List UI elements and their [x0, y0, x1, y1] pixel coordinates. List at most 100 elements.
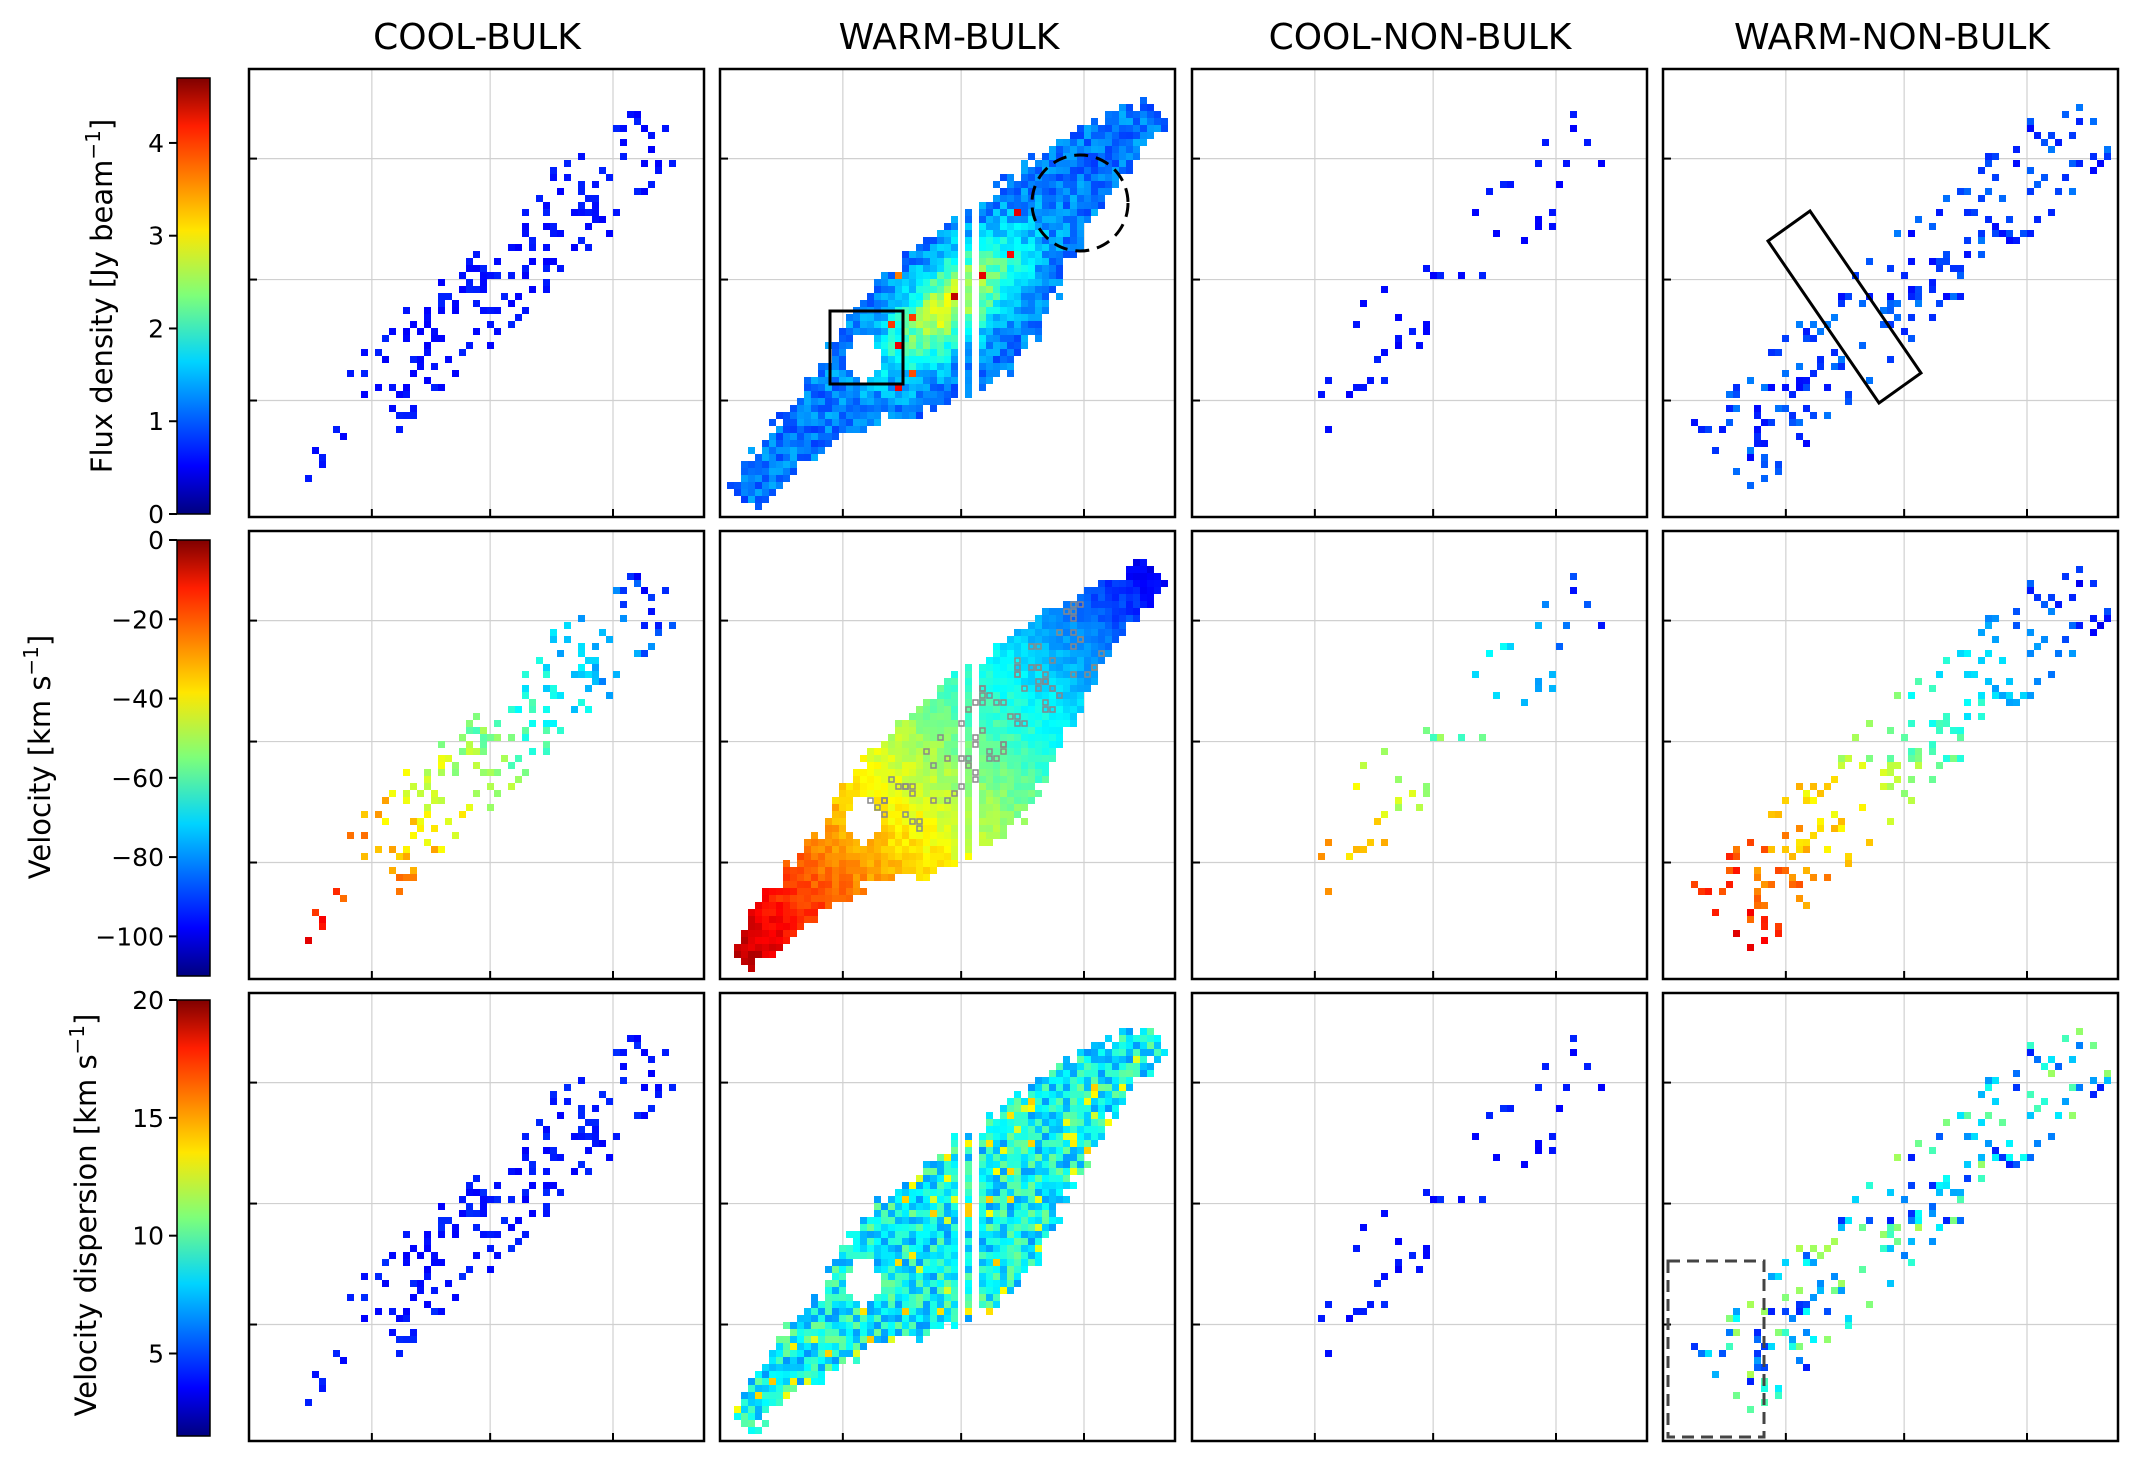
heatmap-pixel — [930, 727, 937, 734]
heatmap-pixel — [1014, 209, 1021, 216]
heatmap-pixel — [1733, 1308, 1740, 1315]
heatmap-pixel — [1126, 608, 1133, 615]
heatmap-pixel — [734, 944, 741, 951]
heatmap-pixel — [1000, 1133, 1007, 1140]
heatmap-pixel — [1007, 734, 1014, 741]
heatmap-pixel — [1014, 1175, 1021, 1182]
heatmap-pixel — [1000, 1140, 1007, 1147]
heatmap-pixel — [902, 755, 909, 762]
grey-marker — [972, 699, 979, 706]
heatmap-pixel — [909, 811, 916, 818]
heatmap-pixel — [818, 433, 825, 440]
heatmap-pixel — [1796, 419, 1803, 426]
heatmap-pixel — [1000, 307, 1007, 314]
heatmap-pixel — [466, 720, 473, 727]
heatmap-pixel — [839, 888, 846, 895]
heatmap-pixel — [993, 671, 1000, 678]
heatmap-pixel — [979, 1161, 986, 1168]
heatmap-pixel — [1880, 783, 1887, 790]
heatmap-pixel — [1381, 839, 1388, 846]
heatmap-pixel — [1112, 125, 1119, 132]
heatmap-pixel — [1021, 1168, 1028, 1175]
heatmap-pixel — [613, 671, 620, 678]
heatmap-pixel — [1908, 748, 1915, 755]
heatmap-pixel — [578, 643, 585, 650]
heatmap-pixel — [860, 1322, 867, 1329]
heatmap-pixel — [874, 797, 881, 804]
heatmap-pixel — [585, 195, 592, 202]
heatmap-pixel — [620, 139, 627, 146]
heatmap-pixel — [1021, 664, 1028, 671]
grey-marker — [1000, 699, 1007, 706]
heatmap-pixel — [487, 321, 494, 328]
heatmap-pixel — [832, 881, 839, 888]
heatmap-pixel — [1070, 188, 1077, 195]
heatmap-pixel — [937, 1217, 944, 1224]
heatmap-pixel — [839, 1315, 846, 1322]
heatmap-pixel — [783, 1343, 790, 1350]
heatmap-pixel — [1021, 181, 1028, 188]
heatmap-pixel — [965, 1196, 972, 1203]
heatmap-pixel — [466, 286, 473, 293]
heatmap-pixel — [986, 692, 993, 699]
heatmap-pixel — [1028, 720, 1035, 727]
heatmap-pixel — [1845, 853, 1852, 860]
heatmap-pixel — [1028, 300, 1035, 307]
heatmap-pixel — [459, 286, 466, 293]
heatmap-pixel — [1077, 230, 1084, 237]
heatmap-pixel — [923, 1280, 930, 1287]
heatmap-pixel — [1880, 321, 1887, 328]
heatmap-pixel — [951, 1315, 958, 1322]
heatmap-pixel — [916, 874, 923, 881]
heatmap-pixel — [620, 1049, 627, 1056]
heatmap-pixel — [1042, 685, 1049, 692]
heatmap-pixel — [1042, 1168, 1049, 1175]
heatmap-pixel — [1360, 384, 1367, 391]
heatmap-pixel — [860, 391, 867, 398]
heatmap-pixel — [769, 447, 776, 454]
heatmap-pixel — [1775, 867, 1782, 874]
heatmap-pixel — [923, 769, 930, 776]
heatmap-pixel — [1049, 153, 1056, 160]
heatmap-pixel — [965, 321, 972, 328]
heatmap-pixel — [1126, 160, 1133, 167]
heatmap-pixel — [1796, 895, 1803, 902]
heatmap-pixel — [888, 769, 895, 776]
heatmap-pixel — [1007, 755, 1014, 762]
heatmap-pixel — [1035, 300, 1042, 307]
heatmap-pixel — [1021, 629, 1028, 636]
heatmap-pixel — [1887, 1280, 1894, 1287]
heatmap-pixel — [846, 321, 853, 328]
heatmap-pixel — [951, 755, 958, 762]
heatmap-pixel — [1014, 692, 1021, 699]
heatmap-pixel — [1824, 846, 1831, 853]
heatmap-pixel — [1154, 118, 1161, 125]
heatmap-pixel — [1126, 615, 1133, 622]
heatmap-pixel — [1556, 1105, 1563, 1112]
heatmap-pixel — [993, 741, 1000, 748]
heatmap-pixel — [993, 1147, 1000, 1154]
heatmap-pixel — [1077, 132, 1084, 139]
heatmap-pixel — [944, 258, 951, 265]
heatmap-pixel — [1028, 279, 1035, 286]
heatmap-pixel — [1768, 846, 1775, 853]
heatmap-pixel — [930, 370, 937, 377]
heatmap-pixel — [881, 741, 888, 748]
heatmap-pixel — [832, 1273, 839, 1280]
heatmap-pixel — [783, 1371, 790, 1378]
heatmap-pixel — [1803, 335, 1810, 342]
heatmap-pixel — [1021, 650, 1028, 657]
heatmap-pixel — [1887, 1245, 1894, 1252]
heatmap-pixel — [1154, 580, 1161, 587]
heatmap-pixel — [1796, 321, 1803, 328]
heatmap-pixel — [2013, 1161, 2020, 1168]
heatmap-pixel — [1035, 1133, 1042, 1140]
column-title-warm-bulk: WARM-BULK — [839, 17, 1061, 58]
heatmap-pixel — [459, 748, 466, 755]
heatmap-pixel — [1091, 181, 1098, 188]
heatmap-pixel — [2027, 118, 2034, 125]
heatmap-pixel — [459, 811, 466, 818]
heatmap-pixel — [874, 832, 881, 839]
heatmap-pixel — [1112, 174, 1119, 181]
heatmap-pixel — [986, 825, 993, 832]
